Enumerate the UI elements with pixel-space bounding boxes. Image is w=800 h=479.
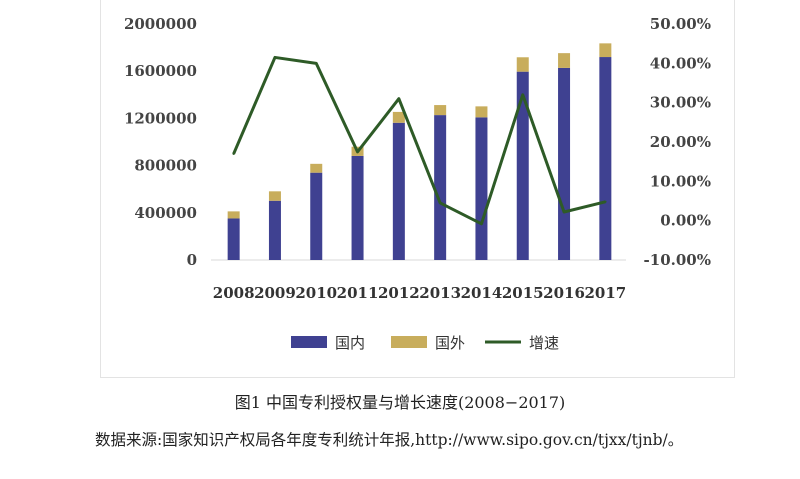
right-tick-label: 10.00% (650, 172, 711, 190)
left-tick-label: 1600000 (124, 62, 197, 80)
growth-point (397, 97, 401, 100)
bar-foreign (475, 106, 488, 118)
x-tick-label: 2013 (419, 284, 461, 302)
growth-point (562, 210, 566, 214)
right-tick-label: -10.00% (644, 251, 711, 269)
bar-foreign (434, 105, 447, 116)
bar-domestic (599, 57, 612, 260)
bar-foreign (392, 111, 405, 123)
growth-point (315, 62, 318, 65)
patent-chart: 0 400000 800000 1200000 1600000 2000000 -10.0… (124, 15, 711, 352)
bar-foreign (599, 43, 612, 58)
x-tick-label: 2012 (378, 284, 420, 302)
line-layer (232, 55, 607, 226)
chart-figure: 0 400000 800000 1200000 1600000 2000000 -10.0… (100, 0, 735, 378)
left-tick-label: 2000000 (124, 15, 197, 33)
left-tick-label: 1200000 (124, 109, 197, 127)
bar-domestic (351, 155, 364, 260)
left-tick-label: 800000 (134, 157, 197, 175)
bar-foreign (227, 211, 240, 219)
bar-foreign (558, 53, 571, 68)
growth-point (232, 152, 235, 155)
x-tick-label: 2011 (337, 284, 379, 302)
legend-swatch (391, 336, 427, 348)
bar-foreign (268, 191, 281, 201)
right-tick-label: 20.00% (650, 133, 711, 151)
growth-point (521, 93, 524, 97)
growth-line (232, 55, 606, 226)
x-tick-label: 2016 (543, 284, 585, 302)
figure-caption: 图1 中国专利授权量与增长速度(2008−2017) (234, 393, 566, 412)
growth-point (480, 222, 483, 226)
left-tick-label: 400000 (134, 204, 197, 222)
left-tick-label: 0 (187, 251, 197, 269)
bar-domestic (227, 218, 240, 260)
right-tick-label: 30.00% (650, 94, 711, 112)
bar-domestic (268, 200, 281, 260)
growth-point (356, 150, 359, 154)
x-tick-label: 2014 (461, 284, 503, 302)
bar-domestic (558, 67, 571, 261)
right-tick-label: 0.00% (660, 212, 711, 230)
bar-domestic (434, 115, 447, 260)
x-tick-label: 2015 (502, 284, 544, 302)
bar-domestic (310, 172, 323, 260)
x-tick-label: 2017 (584, 284, 626, 302)
x-tick-label: 2008 (213, 284, 255, 302)
x-axis: 2008 2009 2010 2011 2012 2013 2014 2015 2016 2017 (213, 284, 626, 302)
right-tick-label: 40.00% (650, 54, 711, 72)
bar-foreign (516, 57, 529, 72)
growth-point (273, 56, 277, 59)
left-axis: 0 400000 800000 1200000 1600000 2000000 (124, 15, 197, 269)
legend-label: 增速 (529, 334, 559, 352)
legend: 国内 国外 增速 (291, 334, 559, 352)
bar-domestic (392, 122, 405, 261)
bar-layer (227, 43, 612, 261)
growth-point (438, 201, 442, 205)
legend-label: 国外 (435, 334, 465, 352)
bar-domestic (475, 117, 488, 260)
bar-foreign (310, 163, 323, 173)
right-axis: -10.00% 0.00% 10.00% 20.00% 30.00% 40.00% 50.0… (644, 15, 711, 269)
right-tick-label: 50.00% (650, 15, 711, 33)
legend-swatch (291, 336, 327, 348)
growth-point (604, 200, 607, 203)
x-tick-label: 2010 (295, 284, 337, 302)
bar-domestic (516, 71, 529, 260)
source-note: 数据来源:国家知识产权局各年度专利统计年报,http://www.sipo.go… (95, 431, 684, 449)
x-tick-label: 2009 (254, 284, 296, 302)
legend-label: 国内 (335, 334, 365, 352)
